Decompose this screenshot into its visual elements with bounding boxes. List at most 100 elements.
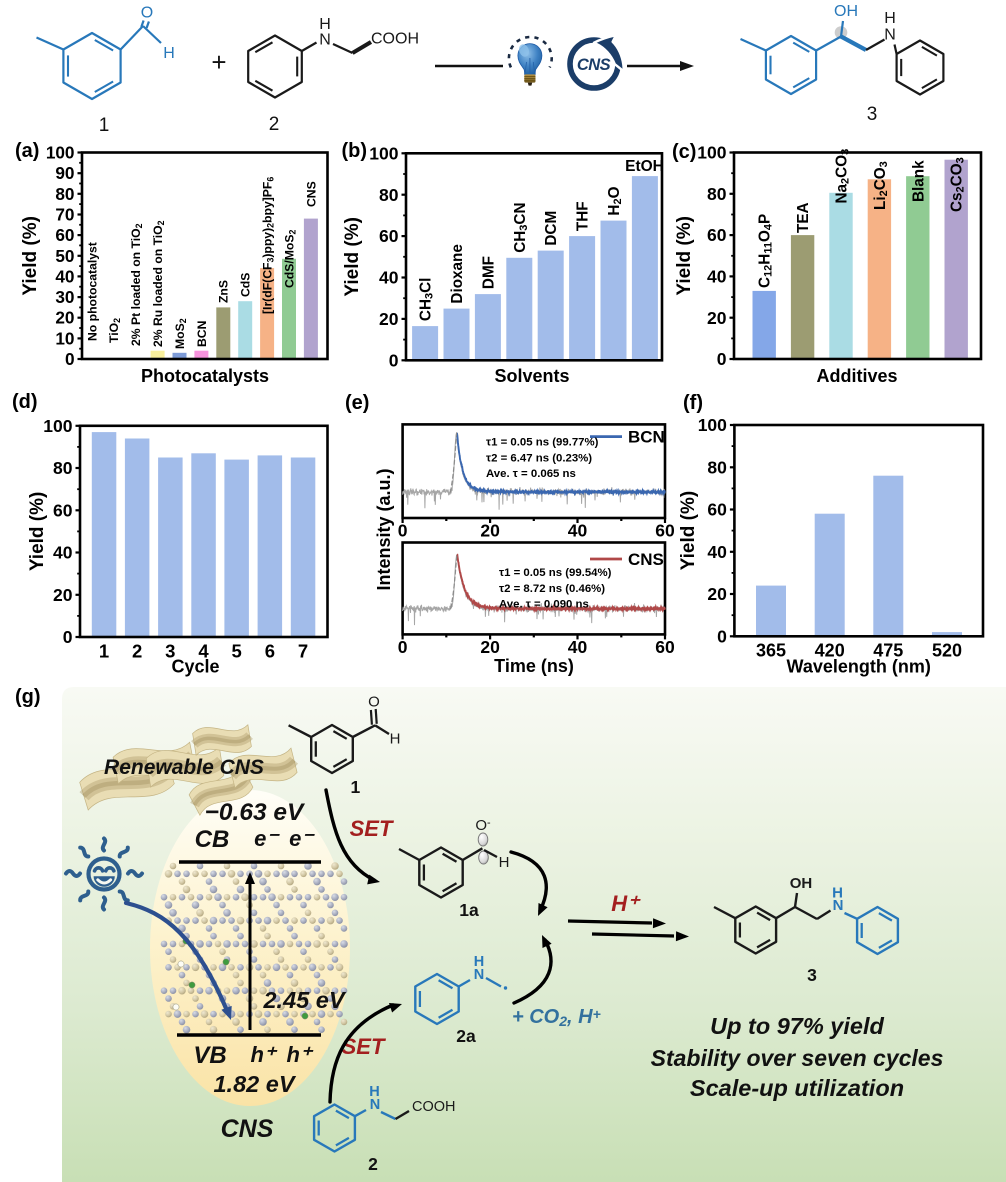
- svg-text:τ1 = 0.05 ns (99.77%): τ1 = 0.05 ns (99.77%): [486, 437, 599, 449]
- svg-text:N: N: [370, 1097, 380, 1113]
- svg-text:475: 475: [873, 641, 903, 661]
- svg-text:H: H: [319, 16, 331, 33]
- svg-text:40: 40: [568, 521, 588, 541]
- svg-text:40: 40: [55, 266, 74, 286]
- svg-text:20: 20: [379, 309, 399, 329]
- svg-text:Scale-up utilization: Scale-up utilization: [690, 1075, 904, 1101]
- svg-text:h⁺: h⁺: [250, 1042, 277, 1067]
- svg-text:3: 3: [165, 641, 175, 662]
- svg-text:Li2CO3: Li2CO3: [872, 161, 890, 210]
- svg-text:THF: THF: [575, 201, 592, 231]
- svg-text:OH: OH: [834, 3, 858, 20]
- svg-text:60: 60: [53, 500, 73, 520]
- svg-text:2: 2: [368, 1154, 378, 1174]
- svg-text:Photocatalysts: Photocatalysts: [141, 366, 269, 386]
- svg-text:Yield (%): Yield (%): [20, 216, 41, 296]
- svg-text:e⁻: e⁻: [254, 826, 280, 851]
- svg-text:0: 0: [63, 627, 73, 647]
- svg-text:(a): (a): [15, 140, 39, 162]
- svg-text:3: 3: [807, 965, 817, 985]
- svg-text:60: 60: [707, 225, 727, 245]
- svg-text:CdS/MoS2: CdS/MoS2: [282, 230, 297, 289]
- svg-text:Ave. τ = 0.065 ns: Ave. τ = 0.065 ns: [486, 468, 576, 480]
- svg-text:(f): (f): [683, 392, 703, 414]
- svg-text:+ CO2, H+: + CO2, H+: [512, 1006, 601, 1029]
- svg-text:5: 5: [232, 641, 242, 662]
- svg-text:2% Ru loaded on TiO2: 2% Ru loaded on TiO2: [151, 220, 166, 347]
- svg-text:0: 0: [398, 637, 408, 657]
- svg-text:2a: 2a: [456, 1026, 476, 1046]
- svg-text:Dioxane: Dioxane: [449, 244, 466, 304]
- svg-text:1a: 1a: [459, 900, 479, 920]
- svg-text:SET: SET: [350, 816, 394, 841]
- svg-text:Stability over seven cycles: Stability over seven cycles: [651, 1045, 944, 1071]
- svg-text:Cs2CO3: Cs2CO3: [949, 157, 967, 212]
- svg-text:Wavelength (nm): Wavelength (nm): [787, 657, 931, 677]
- svg-text:60: 60: [55, 225, 74, 245]
- svg-text:100: 100: [698, 415, 727, 435]
- svg-text:1: 1: [351, 777, 361, 797]
- svg-text:0: 0: [389, 350, 399, 370]
- svg-text:20: 20: [53, 585, 73, 605]
- svg-text:40: 40: [379, 268, 399, 288]
- svg-text:MoS2: MoS2: [173, 318, 188, 349]
- svg-text:Intensity (a.u.): Intensity (a.u.): [374, 468, 394, 590]
- svg-text:10: 10: [55, 328, 74, 348]
- svg-text:τ2 = 8.72 ns (0.46%): τ2 = 8.72 ns (0.46%): [499, 583, 605, 595]
- svg-text:COOH: COOH: [371, 31, 419, 48]
- svg-text:20: 20: [480, 521, 500, 541]
- svg-text:40: 40: [707, 542, 727, 562]
- svg-text:BCN: BCN: [628, 428, 665, 447]
- svg-text:ZnS: ZnS: [217, 280, 231, 303]
- svg-text:N: N: [833, 897, 844, 914]
- svg-text:1.82 eV: 1.82 eV: [213, 1071, 296, 1097]
- svg-text:Up to 97% yield: Up to 97% yield: [710, 1013, 884, 1039]
- svg-text:20: 20: [707, 308, 727, 328]
- svg-text:2: 2: [269, 114, 280, 135]
- svg-text:1: 1: [99, 641, 109, 662]
- svg-text:100: 100: [697, 143, 726, 163]
- svg-text:DCM: DCM: [543, 211, 560, 246]
- svg-text:80: 80: [55, 184, 74, 204]
- svg-text:CdS: CdS: [239, 273, 253, 297]
- svg-text:60: 60: [707, 500, 727, 520]
- svg-text:60: 60: [655, 521, 675, 541]
- svg-text:420: 420: [815, 641, 845, 661]
- svg-text:Renewable CNS: Renewable CNS: [104, 756, 264, 779]
- svg-text:−0.63 eV: −0.63 eV: [205, 799, 306, 826]
- svg-text:100: 100: [43, 416, 72, 436]
- svg-text:OH: OH: [790, 875, 813, 892]
- svg-text:6: 6: [265, 641, 275, 662]
- svg-text:100: 100: [369, 143, 398, 163]
- svg-text:40: 40: [53, 543, 73, 563]
- svg-text:Yield (%): Yield (%): [342, 217, 363, 297]
- svg-text:60: 60: [655, 637, 675, 657]
- svg-text:H: H: [474, 954, 484, 970]
- svg-text:H: H: [884, 10, 896, 27]
- svg-text:CNS: CNS: [628, 550, 664, 569]
- svg-text:+: +: [211, 47, 226, 77]
- svg-text:0: 0: [65, 349, 75, 369]
- svg-text:80: 80: [53, 458, 73, 478]
- svg-text:O: O: [141, 5, 153, 22]
- svg-text:H: H: [390, 731, 401, 748]
- svg-text:20: 20: [707, 584, 727, 604]
- svg-text:Yield (%): Yield (%): [678, 491, 699, 571]
- svg-text:EtOH: EtOH: [625, 158, 664, 175]
- svg-text:CH3Cl: CH3Cl: [418, 278, 436, 322]
- svg-text:Solvents: Solvents: [494, 366, 569, 386]
- svg-text:H: H: [832, 885, 843, 902]
- svg-text:80: 80: [379, 185, 399, 205]
- svg-text:DMF: DMF: [480, 256, 497, 289]
- svg-text:365: 365: [756, 641, 786, 661]
- svg-text:Blank: Blank: [910, 160, 927, 202]
- svg-text:O: O: [368, 694, 380, 711]
- svg-text:Time (ns): Time (ns): [494, 656, 574, 676]
- svg-text:e⁻: e⁻: [289, 826, 315, 851]
- svg-text:H: H: [369, 1084, 379, 1100]
- svg-text:70: 70: [55, 205, 74, 225]
- svg-text:BCN: BCN: [195, 321, 209, 347]
- svg-text:90: 90: [55, 163, 74, 183]
- svg-text:2: 2: [132, 641, 142, 662]
- svg-text:h⁺: h⁺: [286, 1042, 313, 1067]
